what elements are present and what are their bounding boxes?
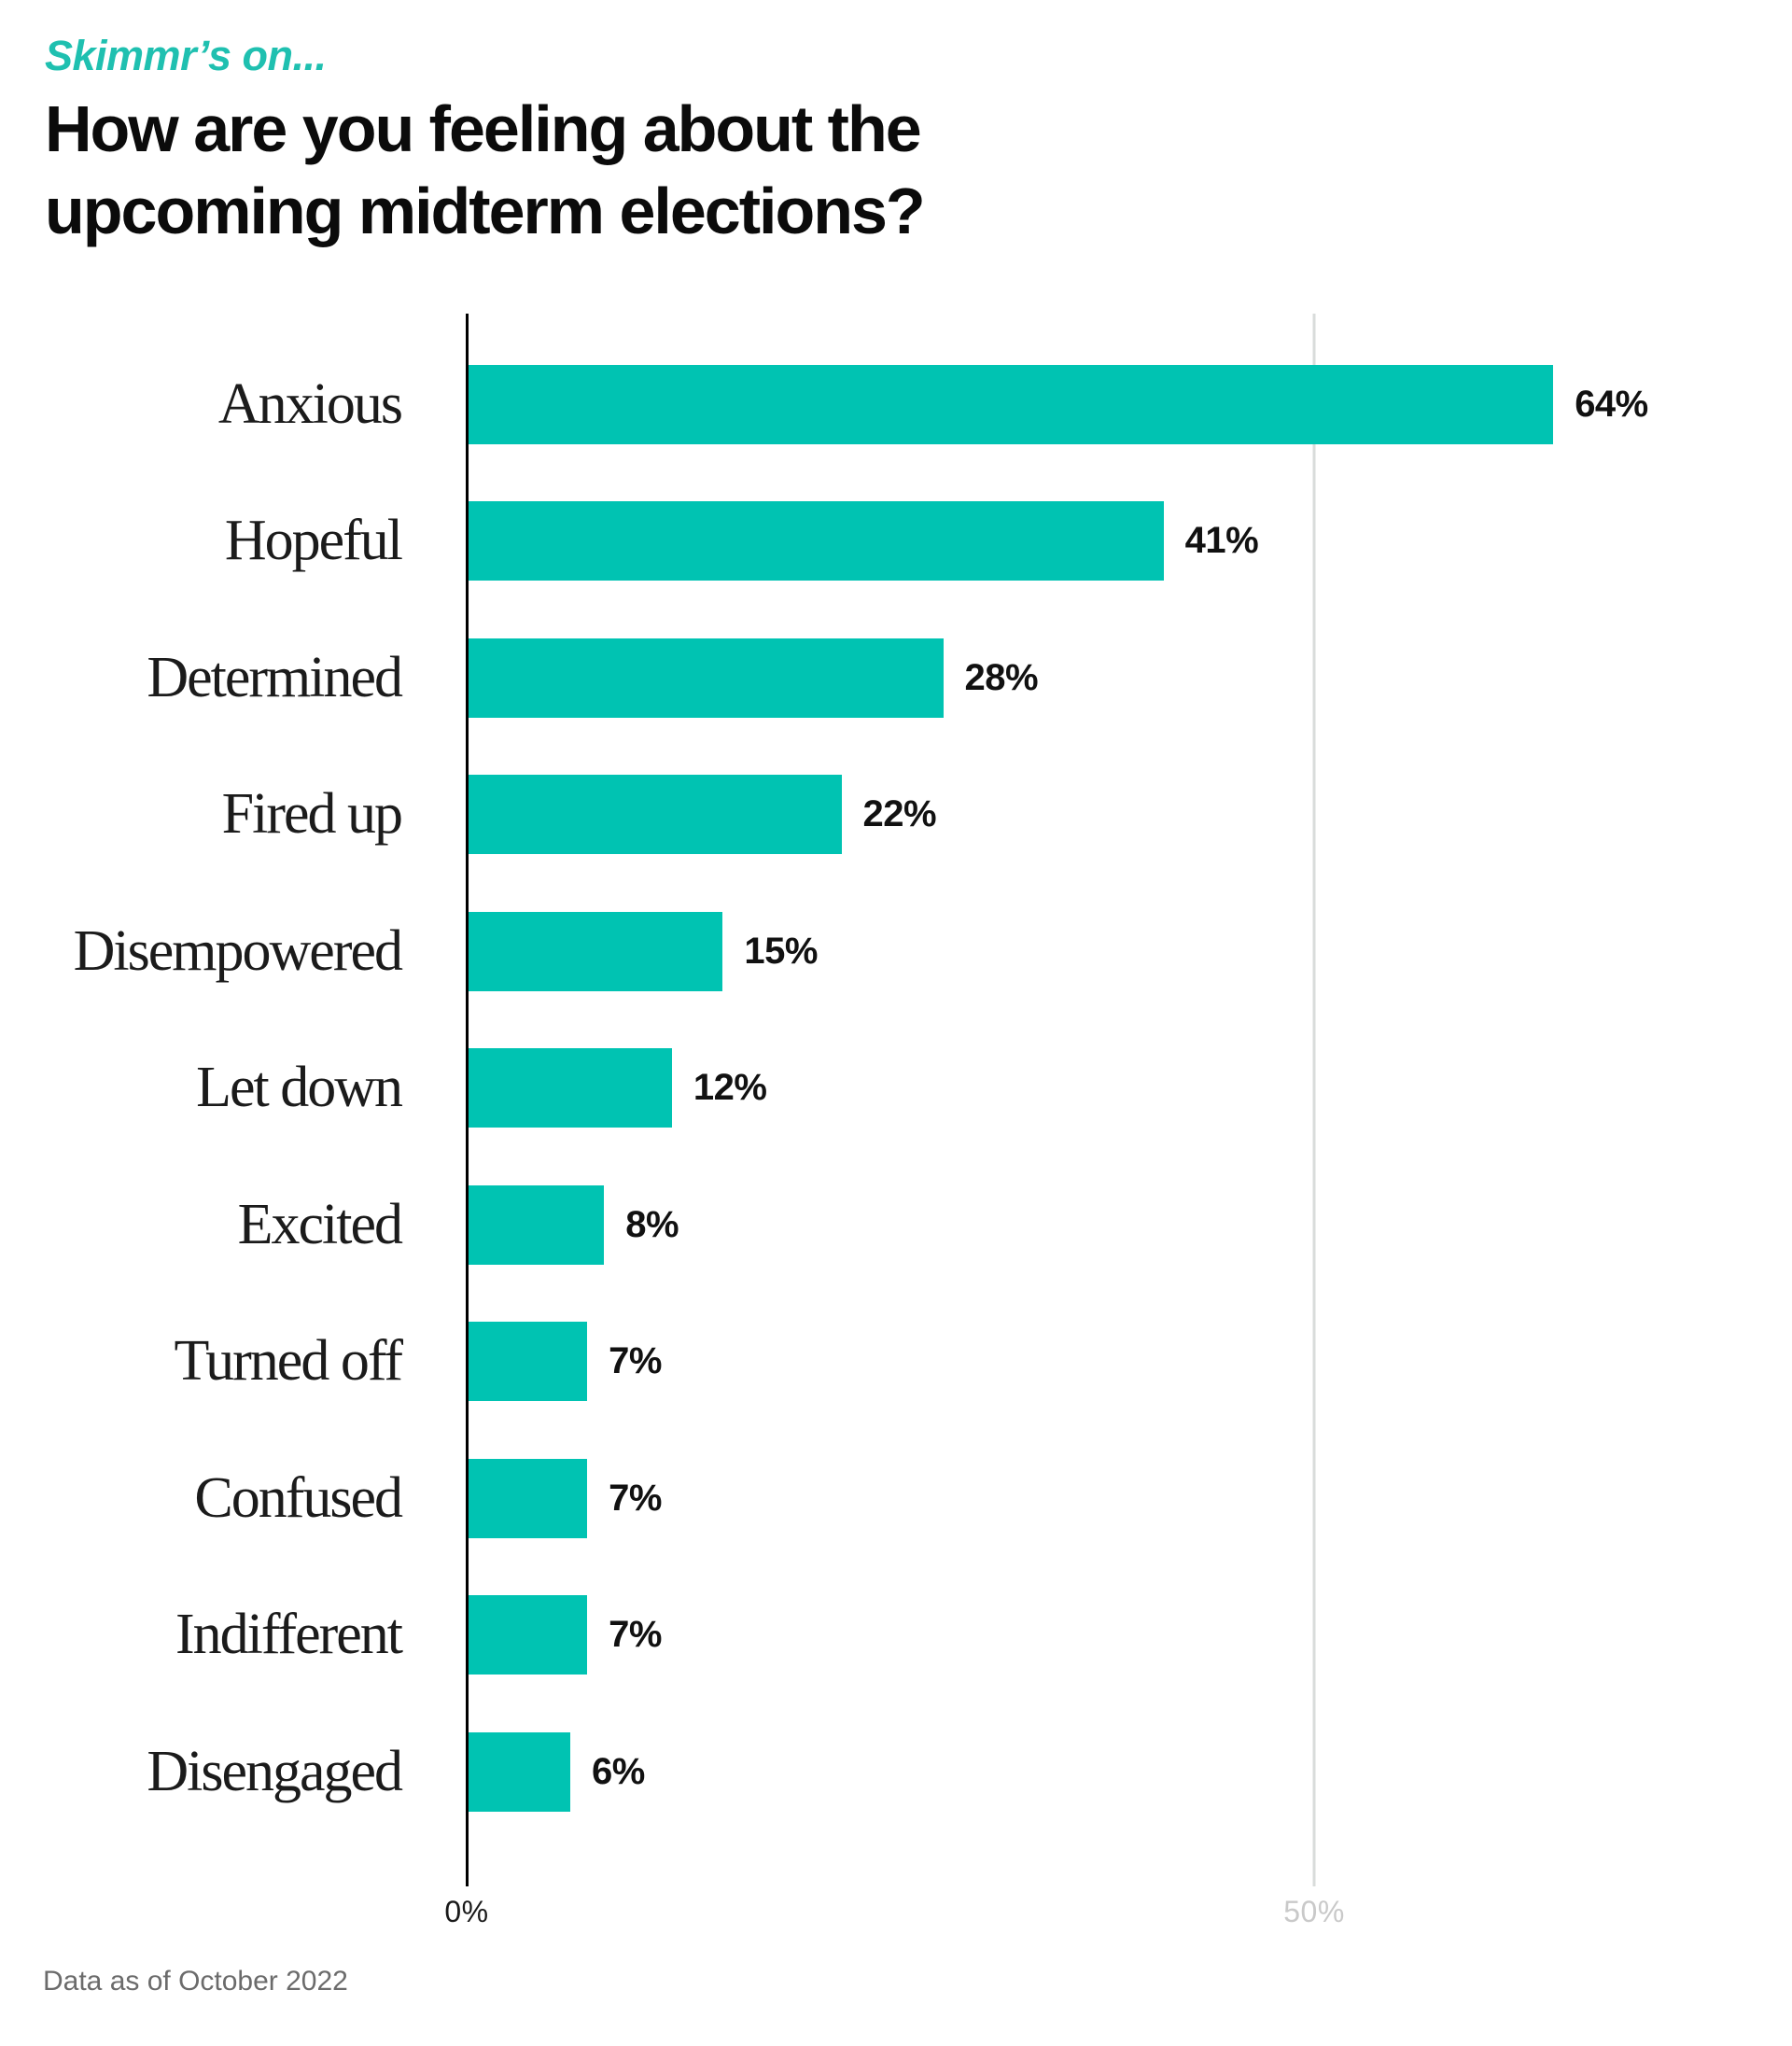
bar <box>469 501 1164 582</box>
bar-chart: Anxious 64% Hopeful 41% Determined 28% F… <box>0 314 1792 1886</box>
bar-row: Turned off 7% <box>0 1294 1792 1431</box>
category-label: Fired up <box>221 782 403 847</box>
footer-note: Data as of October 2022 <box>43 1966 348 1997</box>
category-label: Turned off <box>174 1329 403 1394</box>
bar-row: Confused 7% <box>0 1430 1792 1567</box>
bar <box>469 911 723 991</box>
title-line-2: upcoming midterm elections? <box>45 175 926 247</box>
value-label: 22% <box>862 793 937 835</box>
y-axis-line <box>466 314 469 1886</box>
bar-row: Let down 12% <box>0 1020 1792 1157</box>
bar-row: Hopeful 41% <box>0 473 1792 610</box>
category-label: Let down <box>196 1056 403 1120</box>
bar <box>469 1048 672 1128</box>
bar <box>469 1322 588 1402</box>
value-label: 28% <box>964 656 1039 698</box>
category-label: Anxious <box>217 371 403 436</box>
value-label: 7% <box>609 1340 662 1382</box>
bar-rows: Anxious 64% Hopeful 41% Determined 28% F… <box>0 336 1792 1841</box>
bar <box>469 1184 605 1265</box>
x-tick-0: 0% <box>444 1895 489 1928</box>
category-label: Determined <box>147 645 403 709</box>
category-label: Disengaged <box>147 1739 403 1803</box>
category-label: Indifferent <box>175 1603 403 1667</box>
bar-row: Fired up 22% <box>0 747 1792 884</box>
bar <box>469 775 842 855</box>
bar <box>469 638 944 718</box>
kicker-text: Skimmr’s on... <box>45 32 327 79</box>
value-label: 6% <box>592 1750 645 1792</box>
category-label: Confused <box>194 1465 403 1530</box>
value-label: 15% <box>744 930 818 972</box>
bar-row: Excited 8% <box>0 1156 1792 1294</box>
bar <box>469 1731 570 1812</box>
bar <box>469 1458 588 1538</box>
bar <box>469 364 1554 444</box>
value-label: 64% <box>1575 383 1648 425</box>
bar-row: Determined 28% <box>0 610 1792 747</box>
bar-row: Disempowered 15% <box>0 883 1792 1020</box>
value-label: 8% <box>625 1203 679 1245</box>
page-title: How are you feeling about the upcoming m… <box>45 88 926 252</box>
category-label: Excited <box>237 1192 403 1256</box>
gridline-50 <box>1312 314 1316 1886</box>
bar-row: Disengaged 6% <box>0 1703 1792 1841</box>
value-label: 7% <box>609 1614 662 1656</box>
bar-row: Indifferent 7% <box>0 1567 1792 1704</box>
title-line-1: How are you feeling about the <box>45 92 922 165</box>
x-tick-50: 50% <box>1283 1895 1345 1928</box>
category-label: Hopeful <box>224 509 403 573</box>
value-label: 7% <box>609 1477 662 1519</box>
value-label: 41% <box>1184 520 1259 562</box>
category-label: Disempowered <box>73 918 403 983</box>
bar-row: Anxious 64% <box>0 336 1792 473</box>
value-label: 12% <box>693 1067 767 1109</box>
bar <box>469 1595 588 1675</box>
